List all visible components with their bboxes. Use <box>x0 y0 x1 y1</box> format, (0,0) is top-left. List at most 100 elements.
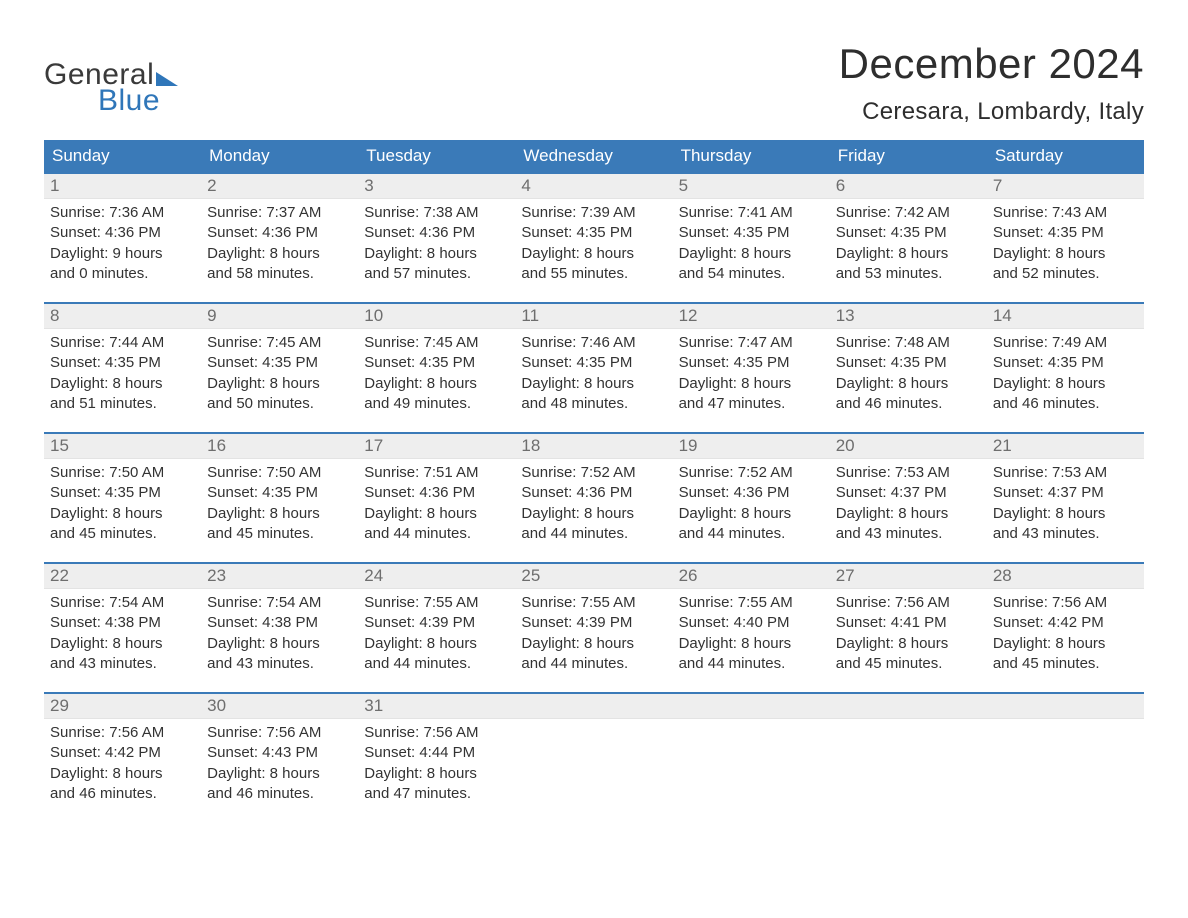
daylight-line-1: Daylight: 8 hours <box>993 634 1138 654</box>
day-body: Sunrise: 7:52 AMSunset: 4:36 PMDaylight:… <box>515 459 672 548</box>
day-number: 29 <box>44 694 201 719</box>
day-number: 27 <box>830 564 987 589</box>
day-number: 17 <box>358 434 515 459</box>
sunset-line: Sunset: 4:35 PM <box>207 483 352 503</box>
sunrise-line: Sunrise: 7:56 AM <box>207 723 352 743</box>
day-body: Sunrise: 7:41 AMSunset: 4:35 PMDaylight:… <box>673 199 830 288</box>
sunrise-line: Sunrise: 7:45 AM <box>364 333 509 353</box>
sunrise-line: Sunrise: 7:39 AM <box>521 203 666 223</box>
day-cell: 26Sunrise: 7:55 AMSunset: 4:40 PMDayligh… <box>673 564 830 678</box>
day-cell: 19Sunrise: 7:52 AMSunset: 4:36 PMDayligh… <box>673 434 830 548</box>
sunset-line: Sunset: 4:35 PM <box>993 223 1138 243</box>
weekday-monday: Monday <box>201 140 358 172</box>
day-number <box>987 694 1144 719</box>
day-body: Sunrise: 7:52 AMSunset: 4:36 PMDaylight:… <box>673 459 830 548</box>
week-row: 29 Sunrise: 7:56 AM Sunset: 4:42 PM Dayligh… <box>44 692 1144 808</box>
day-body: Sunrise: 7:56 AMSunset: 4:42 PMDaylight:… <box>987 589 1144 678</box>
week-row: 8Sunrise: 7:44 AMSunset: 4:35 PMDaylight… <box>44 302 1144 418</box>
day-number: 9 <box>201 304 358 329</box>
day-cell: 23Sunrise: 7:54 AMSunset: 4:38 PMDayligh… <box>201 564 358 678</box>
week-row: 15Sunrise: 7:50 AMSunset: 4:35 PMDayligh… <box>44 432 1144 548</box>
sunset-line: Sunset: 4:37 PM <box>993 483 1138 503</box>
sunset-line: Sunset: 4:35 PM <box>521 353 666 373</box>
sunset-line: Sunset: 4:35 PM <box>679 223 824 243</box>
day-cell: 14Sunrise: 7:49 AMSunset: 4:35 PMDayligh… <box>987 304 1144 418</box>
calendar: Sunday Monday Tuesday Wednesday Thursday… <box>44 140 1144 808</box>
weekday-wednesday: Wednesday <box>515 140 672 172</box>
sunset-line: Sunset: 4:38 PM <box>207 613 352 633</box>
sunset-line: Sunset: 4:36 PM <box>679 483 824 503</box>
sunset-line: Sunset: 4:35 PM <box>679 353 824 373</box>
sunrise-line: Sunrise: 7:45 AM <box>207 333 352 353</box>
day-cell <box>673 694 830 808</box>
day-body: Sunrise: 7:44 AMSunset: 4:35 PMDaylight:… <box>44 329 201 418</box>
day-number: 25 <box>515 564 672 589</box>
day-body: Sunrise: 7:38 AMSunset: 4:36 PMDaylight:… <box>358 199 515 288</box>
day-number: 31 <box>358 694 515 719</box>
day-number: 30 <box>201 694 358 719</box>
daylight-line-1: Daylight: 8 hours <box>364 374 509 394</box>
day-number: 22 <box>44 564 201 589</box>
sunset-line: Sunset: 4:42 PM <box>50 743 195 763</box>
daylight-line-2: and 44 minutes. <box>679 524 824 544</box>
day-cell: 18Sunrise: 7:52 AMSunset: 4:36 PMDayligh… <box>515 434 672 548</box>
day-cell: 22Sunrise: 7:54 AMSunset: 4:38 PMDayligh… <box>44 564 201 678</box>
daylight-line-1: Daylight: 8 hours <box>50 634 195 654</box>
day-cell: 17Sunrise: 7:51 AMSunset: 4:36 PMDayligh… <box>358 434 515 548</box>
day-cell: 21Sunrise: 7:53 AMSunset: 4:37 PMDayligh… <box>987 434 1144 548</box>
sunrise-line: Sunrise: 7:44 AM <box>50 333 195 353</box>
day-number: 28 <box>987 564 1144 589</box>
sunrise-line: Sunrise: 7:41 AM <box>679 203 824 223</box>
day-cell: 3Sunrise: 7:38 AMSunset: 4:36 PMDaylight… <box>358 174 515 288</box>
day-cell: 16Sunrise: 7:50 AMSunset: 4:35 PMDayligh… <box>201 434 358 548</box>
sunrise-line: Sunrise: 7:43 AM <box>993 203 1138 223</box>
sunset-line: Sunset: 4:37 PM <box>836 483 981 503</box>
daylight-line-2: and 46 minutes. <box>836 394 981 414</box>
day-body: Sunrise: 7:36 AMSunset: 4:36 PMDaylight:… <box>44 199 201 288</box>
daylight-line-1: Daylight: 8 hours <box>364 244 509 264</box>
week-row: 22Sunrise: 7:54 AMSunset: 4:38 PMDayligh… <box>44 562 1144 678</box>
daylight-line-2: and 51 minutes. <box>50 394 195 414</box>
sunrise-line: Sunrise: 7:36 AM <box>50 203 195 223</box>
day-body: Sunrise: 7:45 AMSunset: 4:35 PMDaylight:… <box>201 329 358 418</box>
sunrise-line: Sunrise: 7:52 AM <box>521 463 666 483</box>
day-body: Sunrise: 7:46 AMSunset: 4:35 PMDaylight:… <box>515 329 672 418</box>
daylight-line-1: Daylight: 8 hours <box>207 374 352 394</box>
day-number: 4 <box>515 174 672 199</box>
sunset-line: Sunset: 4:36 PM <box>207 223 352 243</box>
day-cell: 13Sunrise: 7:48 AMSunset: 4:35 PMDayligh… <box>830 304 987 418</box>
day-cell: 9Sunrise: 7:45 AMSunset: 4:35 PMDaylight… <box>201 304 358 418</box>
title-block: December 2024 Ceresara, Lombardy, Italy <box>839 40 1144 126</box>
daylight-line-1: Daylight: 8 hours <box>50 374 195 394</box>
daylight-line-1: Daylight: 8 hours <box>993 374 1138 394</box>
daylight-line-1: Daylight: 8 hours <box>521 374 666 394</box>
daylight-line-1: Daylight: 8 hours <box>993 244 1138 264</box>
sunrise-line: Sunrise: 7:56 AM <box>836 593 981 613</box>
sunset-line: Sunset: 4:35 PM <box>836 223 981 243</box>
weekday-friday: Friday <box>830 140 987 172</box>
sunset-line: Sunset: 4:38 PM <box>50 613 195 633</box>
daylight-line-1: Daylight: 8 hours <box>207 764 352 784</box>
daylight-line-1: Daylight: 8 hours <box>836 374 981 394</box>
day-number: 24 <box>358 564 515 589</box>
daylight-line-1: Daylight: 9 hours <box>50 244 195 264</box>
daylight-line-1: Daylight: 8 hours <box>679 634 824 654</box>
sunset-line: Sunset: 4:35 PM <box>50 353 195 373</box>
day-number: 13 <box>830 304 987 329</box>
sunrise-line: Sunrise: 7:53 AM <box>836 463 981 483</box>
daylight-line-1: Daylight: 8 hours <box>836 504 981 524</box>
daylight-line-2: and 53 minutes. <box>836 264 981 284</box>
sunrise-line: Sunrise: 7:46 AM <box>521 333 666 353</box>
logo: General Blue <box>44 58 178 118</box>
day-cell: 20Sunrise: 7:53 AMSunset: 4:37 PMDayligh… <box>830 434 987 548</box>
daylight-line-2: and 58 minutes. <box>207 264 352 284</box>
sunset-line: Sunset: 4:39 PM <box>521 613 666 633</box>
day-number: 11 <box>515 304 672 329</box>
weekday-sunday: Sunday <box>44 140 201 172</box>
day-cell <box>987 694 1144 808</box>
day-number: 21 <box>987 434 1144 459</box>
logo-text-blue: Blue <box>98 84 160 118</box>
page: General Blue December 2024 Ceresara, Lom… <box>0 0 1188 848</box>
daylight-line-2: and 45 minutes. <box>993 654 1138 674</box>
month-title: December 2024 <box>839 40 1144 88</box>
